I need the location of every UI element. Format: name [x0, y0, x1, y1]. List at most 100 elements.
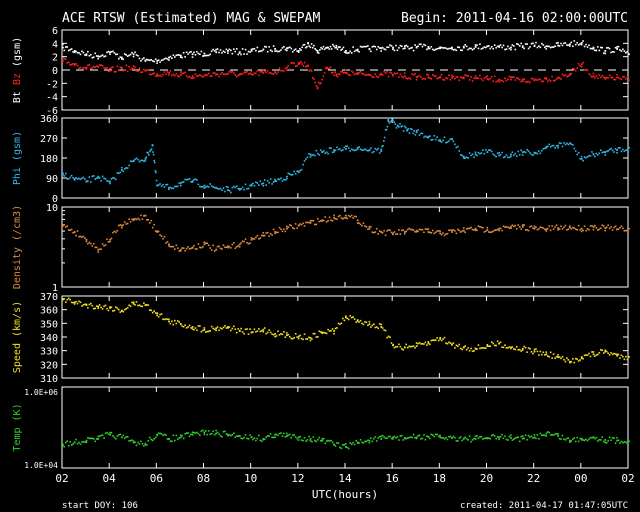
x-tick-label: 16: [386, 472, 399, 485]
data-point: [163, 235, 166, 238]
data-point: [549, 146, 552, 148]
data-point: [396, 436, 399, 438]
data-point: [496, 436, 499, 438]
data-point: [487, 45, 490, 47]
data-point: [64, 58, 67, 60]
data-point: [383, 48, 385, 50]
data-point: [448, 229, 450, 232]
data-point: [598, 438, 601, 441]
data-point: [554, 147, 556, 149]
data-point: [260, 50, 263, 52]
data-point: [380, 50, 382, 52]
data-point: [573, 68, 576, 70]
data-point: [259, 50, 262, 52]
data-point: [523, 224, 525, 226]
data-point: [628, 440, 630, 443]
data-point: [66, 62, 69, 64]
data-point: [221, 52, 223, 54]
data-point: [250, 183, 253, 186]
data-point: [535, 226, 537, 228]
data-point: [288, 173, 291, 175]
data-point: [459, 436, 462, 438]
data-point: [104, 304, 107, 307]
data-point: [318, 220, 321, 223]
data-point: [498, 78, 501, 81]
data-point: [306, 156, 309, 159]
data-point: [109, 180, 111, 183]
data-point: [473, 350, 475, 352]
data-point: [393, 231, 396, 233]
data-point: [120, 166, 123, 169]
data-point: [185, 432, 188, 434]
data-point: [543, 46, 546, 49]
data-point: [316, 86, 319, 89]
data-point: [272, 436, 275, 439]
data-point: [570, 440, 573, 442]
data-point: [367, 439, 369, 442]
data-point: [457, 345, 459, 347]
data-point: [510, 225, 512, 228]
y-tick-label-mag: -2: [46, 79, 58, 90]
data-point: [386, 125, 389, 128]
data-point: [511, 76, 514, 78]
data-point: [316, 218, 319, 220]
data-point: [399, 233, 402, 235]
data-point: [97, 248, 100, 251]
data-point: [569, 361, 571, 364]
data-point: [399, 122, 401, 125]
data-point: [314, 47, 316, 50]
data-point: [98, 177, 101, 179]
data-point: [132, 441, 135, 444]
data-point: [437, 229, 440, 232]
data-point: [510, 434, 512, 436]
data-point: [567, 359, 570, 361]
data-point: [452, 229, 455, 231]
data-point: [465, 156, 468, 159]
data-point: [336, 442, 338, 444]
data-point: [150, 148, 153, 150]
data-point: [137, 158, 139, 161]
data-point: [222, 326, 225, 329]
data-point: [401, 434, 403, 437]
data-point: [443, 234, 446, 237]
data-point: [185, 247, 188, 250]
data-point: [543, 147, 546, 150]
data-point: [277, 71, 279, 73]
data-point: [140, 214, 142, 217]
data-point: [184, 432, 186, 435]
data-point: [199, 434, 201, 437]
data-point: [337, 215, 340, 218]
data-point: [333, 214, 335, 217]
data-point: [479, 225, 481, 228]
data-point: [347, 52, 350, 54]
data-point: [468, 47, 471, 50]
data-point: [527, 150, 530, 152]
data-point: [552, 353, 555, 355]
data-point: [399, 73, 402, 76]
data-point: [280, 333, 282, 335]
data-point: [260, 329, 263, 332]
data-point: [471, 153, 474, 156]
data-point: [490, 341, 493, 343]
data-point: [364, 74, 366, 77]
data-point: [474, 227, 477, 230]
data-point: [368, 227, 371, 230]
data-point: [546, 431, 549, 433]
data-point: [462, 45, 465, 48]
data-point: [471, 350, 474, 353]
data-point: [347, 214, 350, 217]
data-point: [362, 441, 365, 444]
data-point: [395, 44, 397, 47]
data-point: [471, 80, 474, 82]
data-point: [162, 318, 164, 321]
series-mag-Bt: [62, 40, 630, 65]
data-point: [85, 439, 88, 442]
data-point: [549, 434, 552, 436]
data-point: [573, 147, 576, 150]
data-point: [398, 439, 400, 441]
data-point: [131, 160, 133, 163]
data-point: [174, 56, 176, 58]
data-point: [221, 71, 223, 74]
data-point: [197, 183, 200, 186]
data-point: [116, 53, 119, 56]
